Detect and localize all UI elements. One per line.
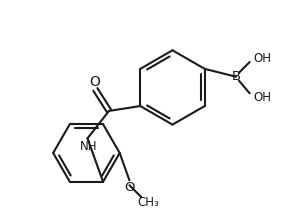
- Text: B: B: [231, 70, 241, 83]
- Text: NH: NH: [80, 140, 97, 153]
- Text: OH: OH: [254, 91, 272, 104]
- Text: O: O: [124, 181, 135, 194]
- Text: OH: OH: [254, 52, 272, 65]
- Text: O: O: [89, 75, 100, 89]
- Text: CH₃: CH₃: [137, 196, 159, 209]
